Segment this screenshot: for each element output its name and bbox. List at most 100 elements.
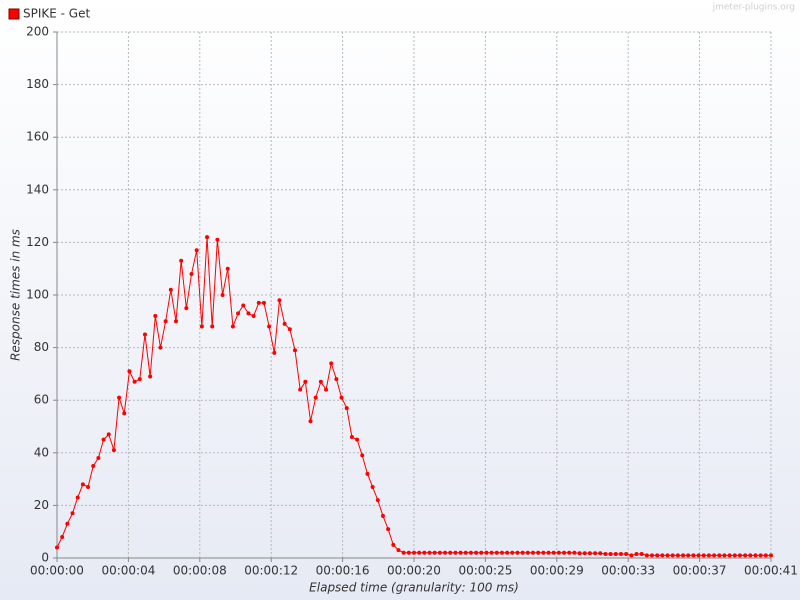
y-tick-label: 120: [26, 235, 49, 249]
data-point: [236, 311, 241, 316]
data-point: [541, 550, 546, 555]
x-tick-label: 00:00:37: [673, 564, 727, 578]
data-point: [531, 550, 535, 555]
data-point: [624, 552, 629, 557]
data-point: [127, 369, 132, 374]
data-point: [111, 448, 116, 453]
data-point: [318, 379, 323, 384]
data-point: [618, 552, 623, 557]
data-point: [137, 377, 142, 382]
data-point: [650, 553, 654, 558]
data-point: [96, 456, 101, 461]
data-point: [324, 387, 329, 392]
data-point: [422, 550, 427, 555]
data-point: [732, 553, 737, 558]
x-tick-label: 00:00:12: [244, 564, 298, 578]
data-point: [277, 298, 282, 303]
data-point: [639, 552, 644, 557]
data-point: [629, 553, 634, 558]
data-point: [261, 300, 266, 305]
data-point: [215, 237, 220, 242]
data-point: [117, 395, 122, 400]
y-axis-title: Response times in ms: [9, 229, 23, 361]
data-point: [505, 550, 510, 555]
data-point: [303, 379, 308, 384]
data-point: [701, 553, 706, 558]
data-point: [293, 348, 297, 353]
data-point: [546, 550, 551, 555]
data-point: [712, 553, 717, 558]
x-tick-label: 00:00:04: [101, 564, 155, 578]
data-point: [686, 553, 691, 558]
data-point: [417, 550, 422, 555]
x-tick-label: 00:00:08: [173, 564, 227, 578]
data-point: [70, 511, 75, 516]
data-point: [443, 550, 448, 555]
data-point: [603, 552, 608, 557]
x-tick-label: 00:00:00: [30, 564, 84, 578]
data-point: [437, 550, 442, 555]
data-point: [80, 482, 85, 487]
data-point: [484, 550, 489, 555]
data-point: [763, 553, 768, 558]
data-point: [101, 437, 106, 442]
data-point: [267, 324, 272, 329]
data-point: [551, 550, 556, 555]
data-point: [748, 553, 753, 558]
data-point: [499, 550, 504, 555]
data-point: [256, 300, 261, 305]
data-point: [220, 293, 225, 297]
y-tick-label: 200: [26, 25, 49, 39]
data-point: [525, 550, 530, 555]
data-point: [205, 235, 210, 240]
data-point: [148, 374, 153, 379]
data-point: [582, 551, 587, 556]
x-tick-label: 00:00:33: [601, 564, 655, 578]
data-point: [706, 553, 711, 558]
y-tick-label: 80: [34, 340, 49, 354]
data-point: [489, 550, 494, 555]
data-point: [142, 332, 147, 337]
data-point: [272, 350, 277, 355]
data-point: [675, 553, 680, 558]
data-point: [587, 551, 592, 556]
y-tick-label: 20: [34, 498, 49, 512]
y-tick-label: 0: [41, 551, 49, 565]
data-point: [282, 321, 287, 326]
data-point: [122, 411, 127, 416]
data-point: [313, 395, 318, 400]
data-point: [199, 324, 204, 329]
data-point: [665, 553, 670, 558]
data-point: [380, 513, 385, 518]
data-point: [184, 306, 189, 311]
data-point: [386, 527, 391, 532]
data-point: [670, 553, 675, 558]
data-point: [474, 550, 479, 555]
data-point: [681, 553, 686, 558]
data-point: [339, 395, 344, 400]
data-point: [132, 379, 137, 384]
y-tick-label: 180: [26, 77, 49, 91]
data-point: [251, 314, 256, 319]
data-point: [593, 551, 598, 556]
data-point: [406, 550, 411, 555]
data-point: [468, 550, 473, 555]
data-point: [106, 432, 111, 437]
data-point: [60, 534, 65, 539]
data-point: [515, 550, 520, 555]
y-tick-label: 160: [26, 130, 49, 144]
data-point: [153, 314, 158, 319]
data-point: [727, 553, 732, 558]
data-point: [194, 248, 199, 253]
y-tick-label: 40: [34, 445, 49, 459]
data-point: [370, 484, 375, 489]
data-point: [737, 553, 742, 558]
x-tick-label: 00:00:25: [458, 564, 512, 578]
data-point: [65, 521, 70, 526]
data-point: [520, 550, 525, 555]
data-point: [432, 550, 437, 555]
data-point: [562, 550, 567, 555]
data-point: [344, 406, 349, 411]
